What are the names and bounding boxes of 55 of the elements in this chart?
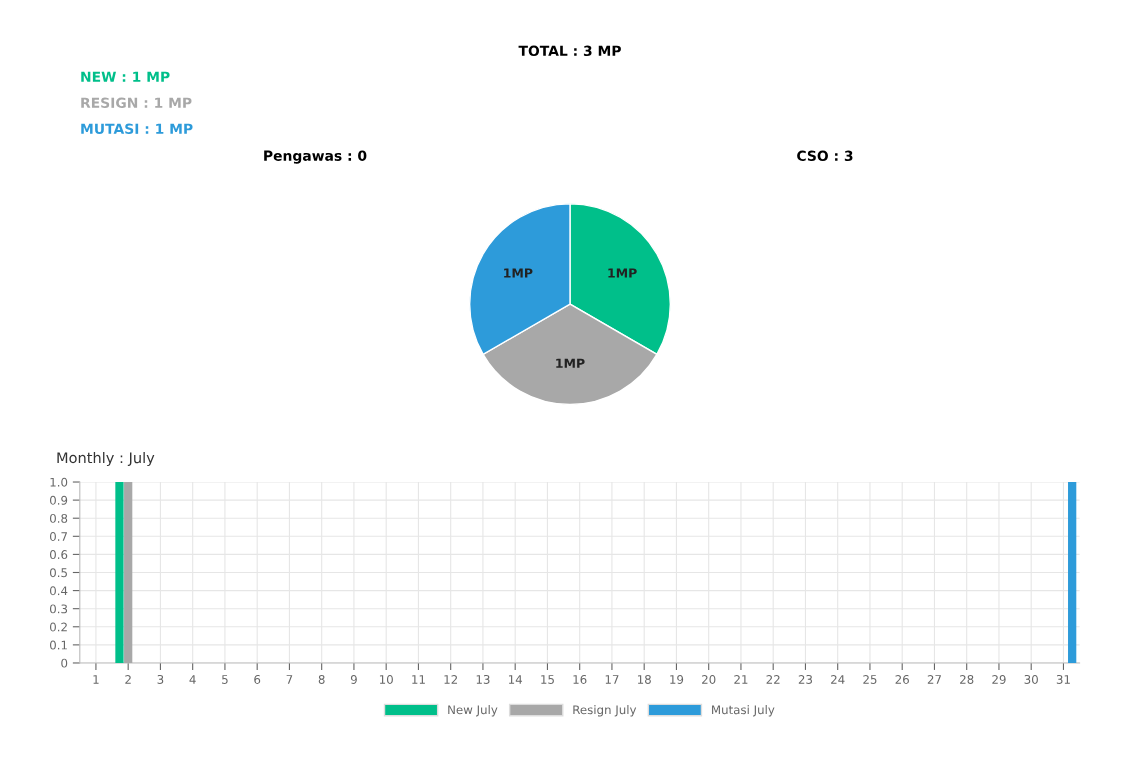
y-tick-label: 0.7 — [50, 532, 67, 541]
x-tick-label: 31 — [1056, 674, 1070, 684]
x-tick-label: 5 — [222, 675, 228, 684]
chart-title: Monthly : July — [57, 451, 155, 467]
x-tick-label: 28 — [960, 674, 974, 684]
x-tick-label: 18 — [637, 674, 651, 684]
x-tick-label: 26 — [895, 674, 909, 684]
x-tick-label: 29 — [992, 674, 1006, 684]
y-tick-label: 0.8 — [50, 513, 68, 523]
x-tick-label: 20 — [702, 674, 716, 684]
x-tick-label: 9 — [350, 674, 357, 684]
x-tick-label: 2 — [125, 674, 131, 684]
y-tick-label: 0.2 — [50, 622, 67, 632]
x-tick-label: 11 — [412, 675, 425, 684]
x-tick-label: 1 — [93, 675, 99, 684]
y-tick-label: 0.3 — [50, 604, 68, 614]
y-tick-label: 0.6 — [50, 550, 68, 560]
x-tick-label: 7 — [286, 675, 293, 684]
x-tick-label: 10 — [379, 674, 393, 684]
x-tick-label: 12 — [444, 674, 458, 684]
y-tick-label: 0 — [61, 658, 68, 668]
x-tick-label: 27 — [927, 674, 941, 684]
x-tick-label: 3 — [157, 674, 164, 684]
text: RESIGN : 1 MP — [81, 97, 192, 109]
y-tick-label: 0.5 — [50, 568, 67, 578]
y-tick-label: 0.1 — [50, 640, 67, 650]
x-tick-label: 4 — [189, 675, 196, 684]
x-tick-label: 23 — [798, 674, 813, 684]
text: CSO : 3 — [797, 150, 853, 162]
legend-label: Mutasi July — [712, 705, 775, 717]
x-tick-label: 17 — [605, 675, 619, 684]
data-label: 1MP — [608, 268, 637, 278]
x-tick-label: 13 — [476, 674, 490, 684]
text: NEW : 1 MP — [81, 71, 170, 82]
chart-title: TOTAL : 3 MP — [518, 45, 621, 57]
data-label: 1MP — [556, 358, 585, 368]
x-tick-label: 21 — [734, 674, 748, 684]
data-label: 1MP — [504, 268, 533, 278]
x-tick-label: 8 — [318, 674, 325, 684]
x-tick-label: 6 — [254, 674, 261, 684]
x-tick-label: 30 — [1024, 674, 1038, 684]
legend-label: Resign July — [573, 705, 637, 717]
text: MUTASI : 1 MP — [81, 123, 193, 135]
x-tick-label: 19 — [670, 674, 684, 684]
y-tick-label: 0.9 — [50, 495, 68, 505]
y-tick-label: 1.0 — [50, 477, 68, 487]
text: Pengawas : 0 — [264, 150, 367, 164]
x-tick-label: 14 — [508, 675, 523, 684]
x-tick-label: 15 — [541, 675, 554, 684]
x-tick-label: 22 — [766, 674, 780, 684]
x-tick-label: 16 — [573, 674, 587, 684]
x-tick-label: 25 — [863, 674, 877, 684]
x-tick-label: 24 — [831, 674, 845, 684]
y-tick-label: 0.4 — [50, 586, 68, 596]
legend-label: New July — [448, 705, 498, 717]
